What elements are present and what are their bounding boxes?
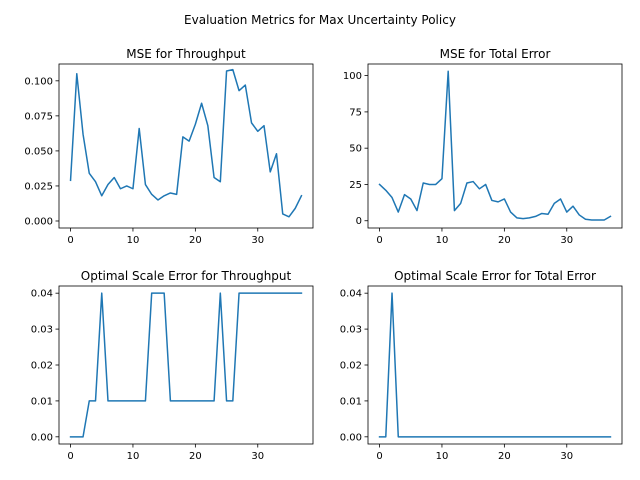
- subplot-title: MSE for Total Error: [440, 47, 551, 61]
- x-tick-label: 30: [560, 451, 573, 462]
- x-tick-label: 20: [498, 451, 511, 462]
- y-tick-label: 0.050: [24, 146, 53, 157]
- x-tick-label: 10: [127, 451, 140, 462]
- y-tick-label: 0: [356, 216, 362, 227]
- y-tick-label: 0.075: [24, 111, 53, 122]
- x-tick-label: 30: [251, 235, 264, 246]
- y-tick-label: 0.02: [31, 361, 53, 372]
- subplot-title: Optimal Scale Error for Throughput: [81, 269, 292, 283]
- y-tick-label: 75: [349, 107, 362, 118]
- y-tick-label: 0.02: [340, 361, 362, 372]
- subplot-mse-throughput: MSE for Throughput 0 10 20 30 0.000 0.025 0.050…: [24, 47, 314, 246]
- y-tick-label: 0.025: [24, 181, 53, 192]
- x-tick-label: 0: [67, 451, 73, 462]
- subplot-title: MSE for Throughput: [126, 47, 246, 61]
- axes-frame: [58, 63, 314, 229]
- y-tick-label: 0.04: [31, 289, 53, 300]
- x-tick-label: 20: [189, 451, 202, 462]
- x-tick-label: 10: [436, 235, 449, 246]
- y-tick-label: 50: [349, 144, 362, 155]
- y-tick-label: 0.03: [31, 325, 53, 336]
- y-tick-label: 0.00: [31, 432, 53, 443]
- subplot-scale-error-total-error: Optimal Scale Error for Total Error 0 10 20…: [340, 269, 623, 462]
- y-tick-label: 0.000: [24, 216, 53, 227]
- x-tick-label: 0: [376, 235, 382, 246]
- series-line: [69, 68, 303, 218]
- x-tick-label: 30: [560, 235, 573, 246]
- x-tick-label: 10: [436, 451, 449, 462]
- subplot-mse-total-error: MSE for Total Error 0 10 20 30 0 25 50 75 100: [343, 47, 623, 246]
- x-tick-label: 20: [498, 235, 511, 246]
- x-tick-label: 20: [189, 235, 202, 246]
- y-tick-label: 100: [343, 71, 362, 82]
- figure-suptitle: Evaluation Metrics for Max Uncertainty P…: [184, 13, 456, 27]
- y-tick-label: 0.01: [31, 396, 53, 407]
- subplot-title: Optimal Scale Error for Total Error: [394, 269, 596, 283]
- axes-frame: [367, 63, 623, 229]
- y-tick-label: 0.04: [340, 289, 362, 300]
- x-tick-label: 10: [127, 235, 140, 246]
- y-tick-label: 0.03: [340, 325, 362, 336]
- x-tick-label: 0: [67, 235, 73, 246]
- y-tick-label: 25: [349, 180, 362, 191]
- y-tick-label: 0.01: [340, 396, 362, 407]
- subplot-scale-error-throughput: Optimal Scale Error for Throughput 0 10 20 3…: [31, 269, 314, 462]
- y-tick-label: 0.100: [24, 76, 53, 87]
- series-line: [378, 70, 612, 221]
- series-line: [69, 292, 303, 438]
- x-tick-label: 0: [376, 451, 382, 462]
- y-tick-label: 0.00: [340, 432, 362, 443]
- series-line: [378, 292, 612, 438]
- x-tick-label: 30: [251, 451, 264, 462]
